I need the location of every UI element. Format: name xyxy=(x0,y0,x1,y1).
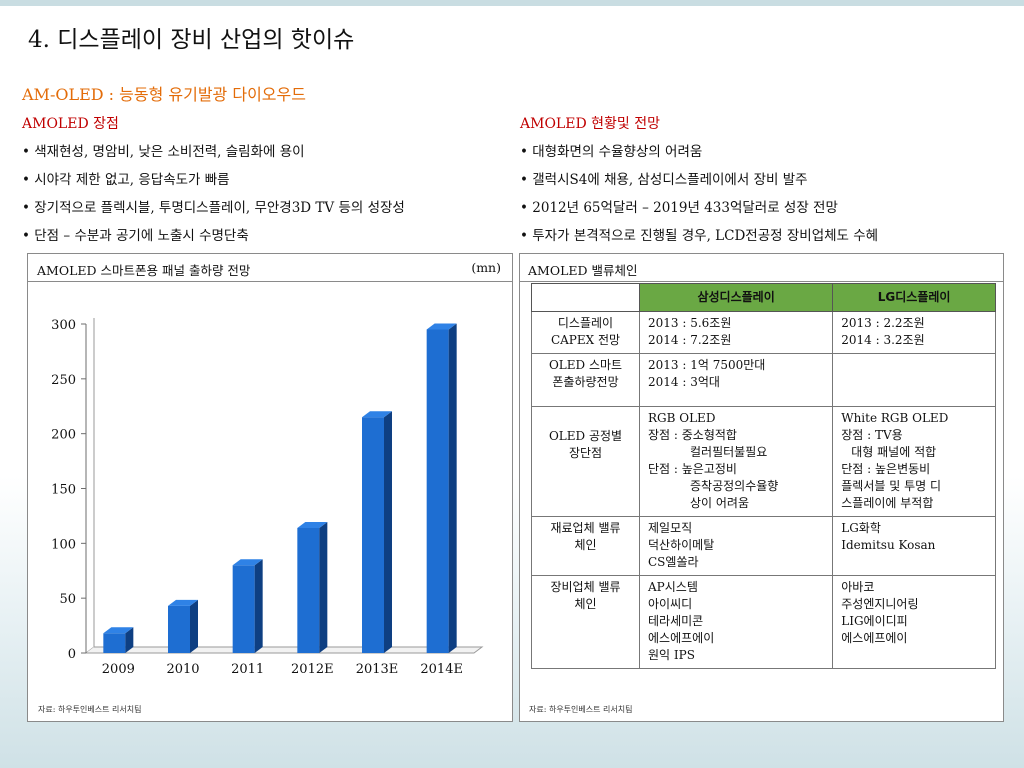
chart-back-wall xyxy=(85,318,95,654)
x-tick-label: 2012E xyxy=(291,662,334,677)
list-item: 2012년 65억달러 – 2019년 433억달러로 성장 전망 xyxy=(520,194,878,222)
table-header-row: 삼성디스플레이 LG디스플레이 xyxy=(531,283,996,312)
table-header-samsung: 삼성디스플레이 xyxy=(638,283,834,312)
advantages-heading: AMOLED 장점 xyxy=(22,116,119,132)
bar xyxy=(297,527,320,653)
list-item: 시야각 제한 없고, 응답속도가 빠름 xyxy=(22,166,405,194)
bar-top xyxy=(103,627,134,634)
bar-top xyxy=(362,411,392,418)
list-item: 투자가 본격적으로 진행될 경우, LCD전공정 장비업체도 수혜 xyxy=(520,222,878,250)
lg-cell xyxy=(832,353,996,407)
samsung-cell: 2013 : 1억 7500만대 2014 : 3억대 xyxy=(638,353,834,407)
value-chain-table: 삼성디스플레이 LG디스플레이 디스플레이 CAPEX 전망 2013 : 5.… xyxy=(531,283,996,669)
x-tick-label: 2009 xyxy=(102,662,135,677)
row-label: 재료업체 밸류 체인 xyxy=(531,516,640,576)
bar xyxy=(426,329,449,653)
bar-side xyxy=(384,411,392,653)
samsung-cell: AP시스템 아이씨디 테라세미콘 에스에프에이 원익 IPS xyxy=(638,575,834,669)
bar-side xyxy=(448,323,457,653)
chart-unit-label: (mn) xyxy=(471,260,501,275)
table-row: 장비업체 밸류 체인 AP시스템 아이씨디 테라세미콘 에스에프에이 원익 IP… xyxy=(531,575,996,669)
list-item: 장기적으로 플렉시블, 투명디스플레이, 무안경3D TV 등의 성장성 xyxy=(22,194,405,222)
bar-side xyxy=(125,627,134,653)
chart-panel: AMOLED 스마트폰용 패널 출하량 전망 (mn) 0 50 100 150 200… xyxy=(27,253,513,722)
table-row: OLED 스마트 폰출하량전망 2013 : 1억 7500만대 2014 : … xyxy=(531,353,996,407)
lg-cell: White RGB OLED 장점 : TV용 대형 패널에 적합 단점 : 높… xyxy=(832,406,996,517)
x-tick-label: 2013E xyxy=(356,662,399,677)
bar-top xyxy=(426,323,457,330)
bar xyxy=(168,605,190,653)
value-chain-panel-title: AMOLED 밸류체인 xyxy=(528,263,638,278)
slide-subtitle: AM-OLED : 능동형 유기발광 다이오우드 xyxy=(22,85,306,104)
row-label: OLED 공정별 장단점 xyxy=(531,406,640,517)
bar-side xyxy=(254,559,263,653)
bar xyxy=(103,633,126,653)
lg-cell: 2013 : 2.2조원 2014 : 3.2조원 xyxy=(832,311,996,354)
x-tick-label: 2014E xyxy=(420,662,463,677)
y-tick-label: 150 xyxy=(51,483,76,498)
x-tick-label: 2011 xyxy=(231,662,264,677)
top-accent-bar xyxy=(0,0,1024,6)
table-header-empty xyxy=(531,283,640,312)
outlook-list: 대형화면의 수율향상의 어려움 갤럭시S4에 채용, 삼성디스플레이에서 장비 … xyxy=(520,138,878,250)
list-item: 갤럭시S4에 채용, 삼성디스플레이에서 장비 발주 xyxy=(520,166,878,194)
x-tick-label: 2010 xyxy=(166,662,199,677)
samsung-cell: RGB OLED 장점 : 중소형적합 컬러필터불필요 단점 : 높은고정비 증… xyxy=(638,406,834,517)
table-row: 재료업체 밸류 체인 제일모직 덕산하이메탈 CS엘쏠라 LG화학 Idemit… xyxy=(531,516,996,576)
y-tick-label: 50 xyxy=(59,592,76,607)
row-label: OLED 스마트 폰출하량전망 xyxy=(531,353,640,407)
bar xyxy=(232,565,255,653)
chart-panel-title: AMOLED 스마트폰용 패널 출하량 전망 xyxy=(37,263,251,278)
row-label: 장비업체 밸류 체인 xyxy=(531,575,640,669)
bar-chart: 0 50 100 150 200 250 300 2009 2010 2011 2012E 2013E… xyxy=(51,318,484,677)
bar-side xyxy=(190,599,198,653)
samsung-cell: 2013 : 5.6조원 2014 : 7.2조원 xyxy=(638,311,834,354)
chart-floor xyxy=(86,646,484,654)
list-item: 색재현성, 명암비, 낮은 소비전력, 슬림화에 용이 xyxy=(22,138,405,166)
value-chain-source-note: 자료: 하우투인베스트 리서치팀 xyxy=(529,705,633,714)
bar-top xyxy=(297,521,328,528)
lg-cell: 아바코 주성엔지니어링 LIG에이디피 에스에프에이 xyxy=(832,575,996,669)
table-row: 디스플레이 CAPEX 전망 2013 : 5.6조원 2014 : 7.2조원… xyxy=(531,311,996,354)
bar-top xyxy=(232,559,263,566)
slide-title: 4. 디스플레이 장비 산업의 핫이슈 xyxy=(28,27,355,53)
bar xyxy=(362,417,384,653)
y-tick-label: 250 xyxy=(51,373,76,388)
value-chain-panel: AMOLED 밸류체인 삼성디스플레이 LG디스플레이 디스플레이 CAPEX … xyxy=(519,253,1004,722)
row-label: 디스플레이 CAPEX 전망 xyxy=(531,311,640,354)
outlook-heading: AMOLED 현황및 전망 xyxy=(520,116,660,132)
list-item: 대형화면의 수율향상의 어려움 xyxy=(520,138,878,166)
y-tick-label: 0 xyxy=(68,647,76,662)
bar-top xyxy=(168,599,198,606)
y-tick-label: 200 xyxy=(51,428,76,443)
list-item: 단점 – 수분과 공기에 노출시 수명단축 xyxy=(22,222,405,250)
advantages-list: 색재현성, 명암비, 낮은 소비전력, 슬림화에 용이 시야각 제한 없고, 응… xyxy=(22,138,405,250)
value-chain-panel-divider xyxy=(520,281,1003,282)
y-tick-label: 100 xyxy=(51,537,76,552)
samsung-cell: 제일모직 덕산하이메탈 CS엘쏠라 xyxy=(638,516,834,576)
lg-cell: LG화학 Idemitsu Kosan xyxy=(832,516,996,576)
y-tick-label: 300 xyxy=(51,318,76,333)
chart-panel-divider xyxy=(28,281,512,282)
table-header-lg: LG디스플레이 xyxy=(832,283,996,312)
chart-source-note: 자료: 하우투인베스트 리서치팀 xyxy=(38,705,142,714)
bar-side xyxy=(319,521,328,653)
table-row: OLED 공정별 장단점 RGB OLED 장점 : 중소형적합 컬러필터불필요… xyxy=(531,406,996,517)
